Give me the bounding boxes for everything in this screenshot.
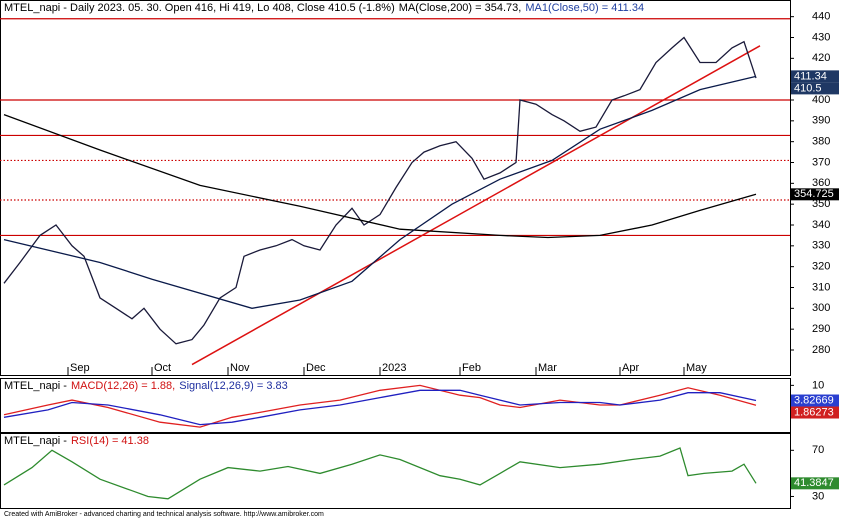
series-line bbox=[3, 447, 757, 500]
value-box-label: 354.725 bbox=[794, 188, 834, 200]
title-part: MTEL_napi - bbox=[4, 380, 67, 392]
series-line bbox=[3, 389, 757, 426]
x-tick-label: Mar bbox=[538, 362, 557, 374]
x-tick-label: Dec bbox=[306, 362, 326, 374]
x-tick-label: May bbox=[686, 362, 707, 374]
title-part: MA1(Close,50) = 411.34 bbox=[525, 2, 644, 14]
value-box-label: 3.82669 bbox=[794, 394, 834, 406]
y-tick-label: 370 bbox=[812, 156, 830, 168]
y-tick-label: 70 bbox=[812, 444, 824, 456]
y-tick-label: 280 bbox=[812, 344, 830, 356]
series-line bbox=[3, 75, 757, 309]
y-tick-label: 390 bbox=[812, 115, 830, 127]
value-box bbox=[791, 70, 839, 83]
value-box bbox=[791, 188, 839, 201]
y-tick-label: 420 bbox=[812, 52, 830, 64]
trend-line bbox=[191, 45, 761, 366]
title-part: MACD(12,26) = 1.88, bbox=[71, 380, 175, 392]
x-tick-label: Nov bbox=[230, 362, 250, 374]
title-part: Signal(12,26,9) = 3.83 bbox=[179, 380, 288, 392]
y-tick-label: 290 bbox=[812, 323, 830, 335]
series-line bbox=[3, 384, 757, 428]
y-tick-label: 350 bbox=[812, 198, 830, 210]
y-tick-label: 400 bbox=[812, 94, 830, 106]
x-tick-label: Feb bbox=[462, 362, 481, 374]
value-box bbox=[791, 477, 839, 490]
value-box-label: 411.34 bbox=[794, 70, 827, 82]
panel-title: MTEL_napi - RSI(14) = 41.38 bbox=[4, 435, 149, 447]
footer: Created with AmiBroker - advanced charti… bbox=[4, 511, 324, 518]
title-part: RSI(14) = 41.38 bbox=[71, 435, 149, 447]
y-tick-label: 330 bbox=[812, 240, 830, 252]
value-box-label: 1.86273 bbox=[794, 406, 834, 418]
y-tick-label: 320 bbox=[812, 261, 830, 273]
y-tick-label: 30 bbox=[812, 490, 824, 502]
x-tick-label: Sep bbox=[70, 362, 90, 374]
y-tick-label: 10 bbox=[812, 379, 824, 391]
y-tick-label: 300 bbox=[812, 302, 830, 314]
y-tick-label: 340 bbox=[812, 219, 830, 231]
y-tick-label: 360 bbox=[812, 177, 830, 189]
y-tick-label: 310 bbox=[812, 281, 830, 293]
value-box bbox=[791, 406, 839, 419]
y-tick-label: 380 bbox=[812, 136, 830, 148]
panel-title: MTEL_napi - MACD(12,26) = 1.88, Signal(12,… bbox=[4, 380, 288, 392]
series-line bbox=[3, 36, 757, 345]
x-tick-label: Apr bbox=[622, 362, 639, 374]
value-box-label: 410.5 bbox=[794, 82, 822, 94]
panel-title: MTEL_napi - Daily 2023. 05. 30. Open 416… bbox=[4, 2, 644, 14]
value-box bbox=[791, 82, 839, 95]
title-part: MTEL_napi - bbox=[4, 435, 67, 447]
value-box bbox=[791, 394, 839, 407]
x-tick-label: Oct bbox=[154, 362, 171, 374]
x-tick-label: 2023 bbox=[382, 362, 406, 374]
title-part: MA(Close,200) = 354.73, bbox=[399, 2, 522, 14]
y-tick-label: 440 bbox=[812, 11, 830, 23]
title-part: MTEL_napi - Daily 2023. 05. 30. Open 416… bbox=[4, 2, 395, 14]
series-line bbox=[3, 113, 757, 239]
value-box-label: 41.3847 bbox=[794, 477, 834, 489]
y-tick-label: 430 bbox=[812, 31, 830, 43]
